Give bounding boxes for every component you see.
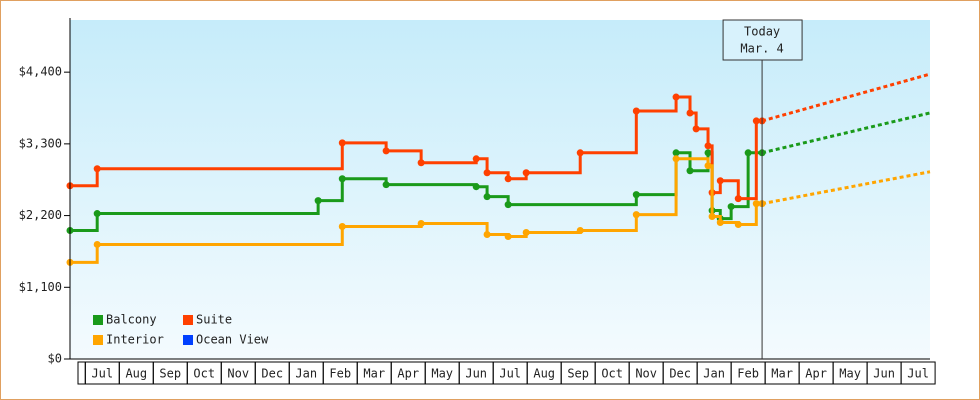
price-point	[472, 155, 480, 163]
y-tick-label: $0	[48, 352, 62, 366]
price-point	[727, 203, 735, 211]
x-tick-label: Jul	[91, 367, 113, 381]
legend-swatch	[183, 335, 193, 345]
price-point	[704, 142, 712, 150]
price-point	[704, 162, 712, 170]
x-tick-label: Oct	[601, 367, 623, 381]
price-point	[692, 125, 700, 133]
price-point	[672, 155, 680, 163]
price-point	[472, 183, 480, 191]
price-point	[632, 191, 640, 199]
price-point	[632, 107, 640, 115]
y-tick-label: $1,100	[19, 280, 62, 294]
price-point	[417, 220, 425, 228]
price-point	[672, 93, 680, 101]
y-tick-label: $4,400	[19, 65, 62, 79]
x-tick-label: Jun	[873, 367, 895, 381]
x-tick-label: Aug	[533, 367, 555, 381]
x-tick-label: Jul	[499, 367, 521, 381]
x-tick-label: Oct	[193, 367, 215, 381]
price-point	[576, 227, 584, 235]
price-point	[338, 223, 346, 231]
price-point	[752, 200, 760, 208]
price-point	[382, 147, 390, 155]
price-line	[70, 95, 763, 201]
price-point	[752, 117, 760, 125]
legend-swatch	[93, 335, 103, 345]
projection-line	[761, 111, 931, 155]
projection-line	[761, 72, 931, 123]
x-tick-label: Apr	[397, 367, 419, 381]
projection-line	[761, 170, 931, 206]
x-tick-label: Feb	[329, 367, 351, 381]
price-point	[338, 139, 346, 147]
legend-swatch	[93, 315, 103, 325]
x-tick-label: Jan	[703, 367, 725, 381]
legend-label: Interior	[106, 333, 164, 347]
x-tick-label: Feb	[737, 367, 759, 381]
x-tick-label: Sep	[159, 367, 181, 381]
x-tick-label: Sep	[567, 367, 589, 381]
price-point	[417, 159, 425, 167]
today-label: Today	[744, 25, 780, 39]
price-point	[483, 169, 491, 177]
plot-background	[70, 20, 930, 359]
x-tick-label: Jan	[295, 367, 317, 381]
price-point	[504, 233, 512, 241]
price-point	[522, 229, 530, 237]
month-box	[900, 361, 936, 385]
x-tick-label: Dec	[261, 367, 283, 381]
x-tick-label: Jun	[465, 367, 487, 381]
x-tick-label: Apr	[805, 367, 827, 381]
price-point	[704, 149, 712, 157]
price-point	[483, 193, 491, 201]
price-point	[672, 149, 680, 157]
x-tick-label: May	[839, 367, 861, 381]
today-date: Mar. 4	[740, 42, 783, 56]
price-point	[93, 240, 101, 248]
legend-label: Suite	[196, 313, 232, 327]
price-point	[93, 210, 101, 218]
price-point	[716, 177, 724, 185]
price-point	[93, 165, 101, 173]
x-tick-label: Dec	[669, 367, 691, 381]
price-point	[504, 201, 512, 209]
price-point	[744, 149, 752, 157]
legend-swatch	[183, 315, 193, 325]
price-point	[314, 197, 322, 205]
price-point	[483, 230, 491, 238]
y-tick-label: $3,300	[19, 136, 62, 150]
price-point	[338, 175, 346, 183]
x-tick-label: Aug	[125, 367, 147, 381]
price-point	[716, 219, 724, 227]
x-tick-label: Nov	[227, 367, 249, 381]
price-point	[576, 149, 584, 157]
price-point	[734, 221, 742, 229]
price-point	[686, 167, 694, 175]
legend-label: Balcony	[106, 313, 157, 327]
price-point	[382, 181, 390, 189]
price-point	[686, 109, 694, 117]
x-tick-label: May	[431, 367, 453, 381]
x-tick-label: Jul	[907, 367, 929, 381]
legend-label: Ocean View	[196, 333, 269, 347]
x-tick-label: Mar	[771, 367, 793, 381]
today-box	[722, 19, 803, 61]
y-tick-label: $2,200	[19, 208, 62, 222]
price-point	[522, 169, 530, 177]
price-point	[708, 213, 716, 221]
x-tick-label: Mar	[363, 367, 385, 381]
price-point	[734, 195, 742, 203]
x-tick-label: Nov	[635, 367, 657, 381]
price-point	[632, 211, 640, 219]
price-point	[504, 175, 512, 183]
